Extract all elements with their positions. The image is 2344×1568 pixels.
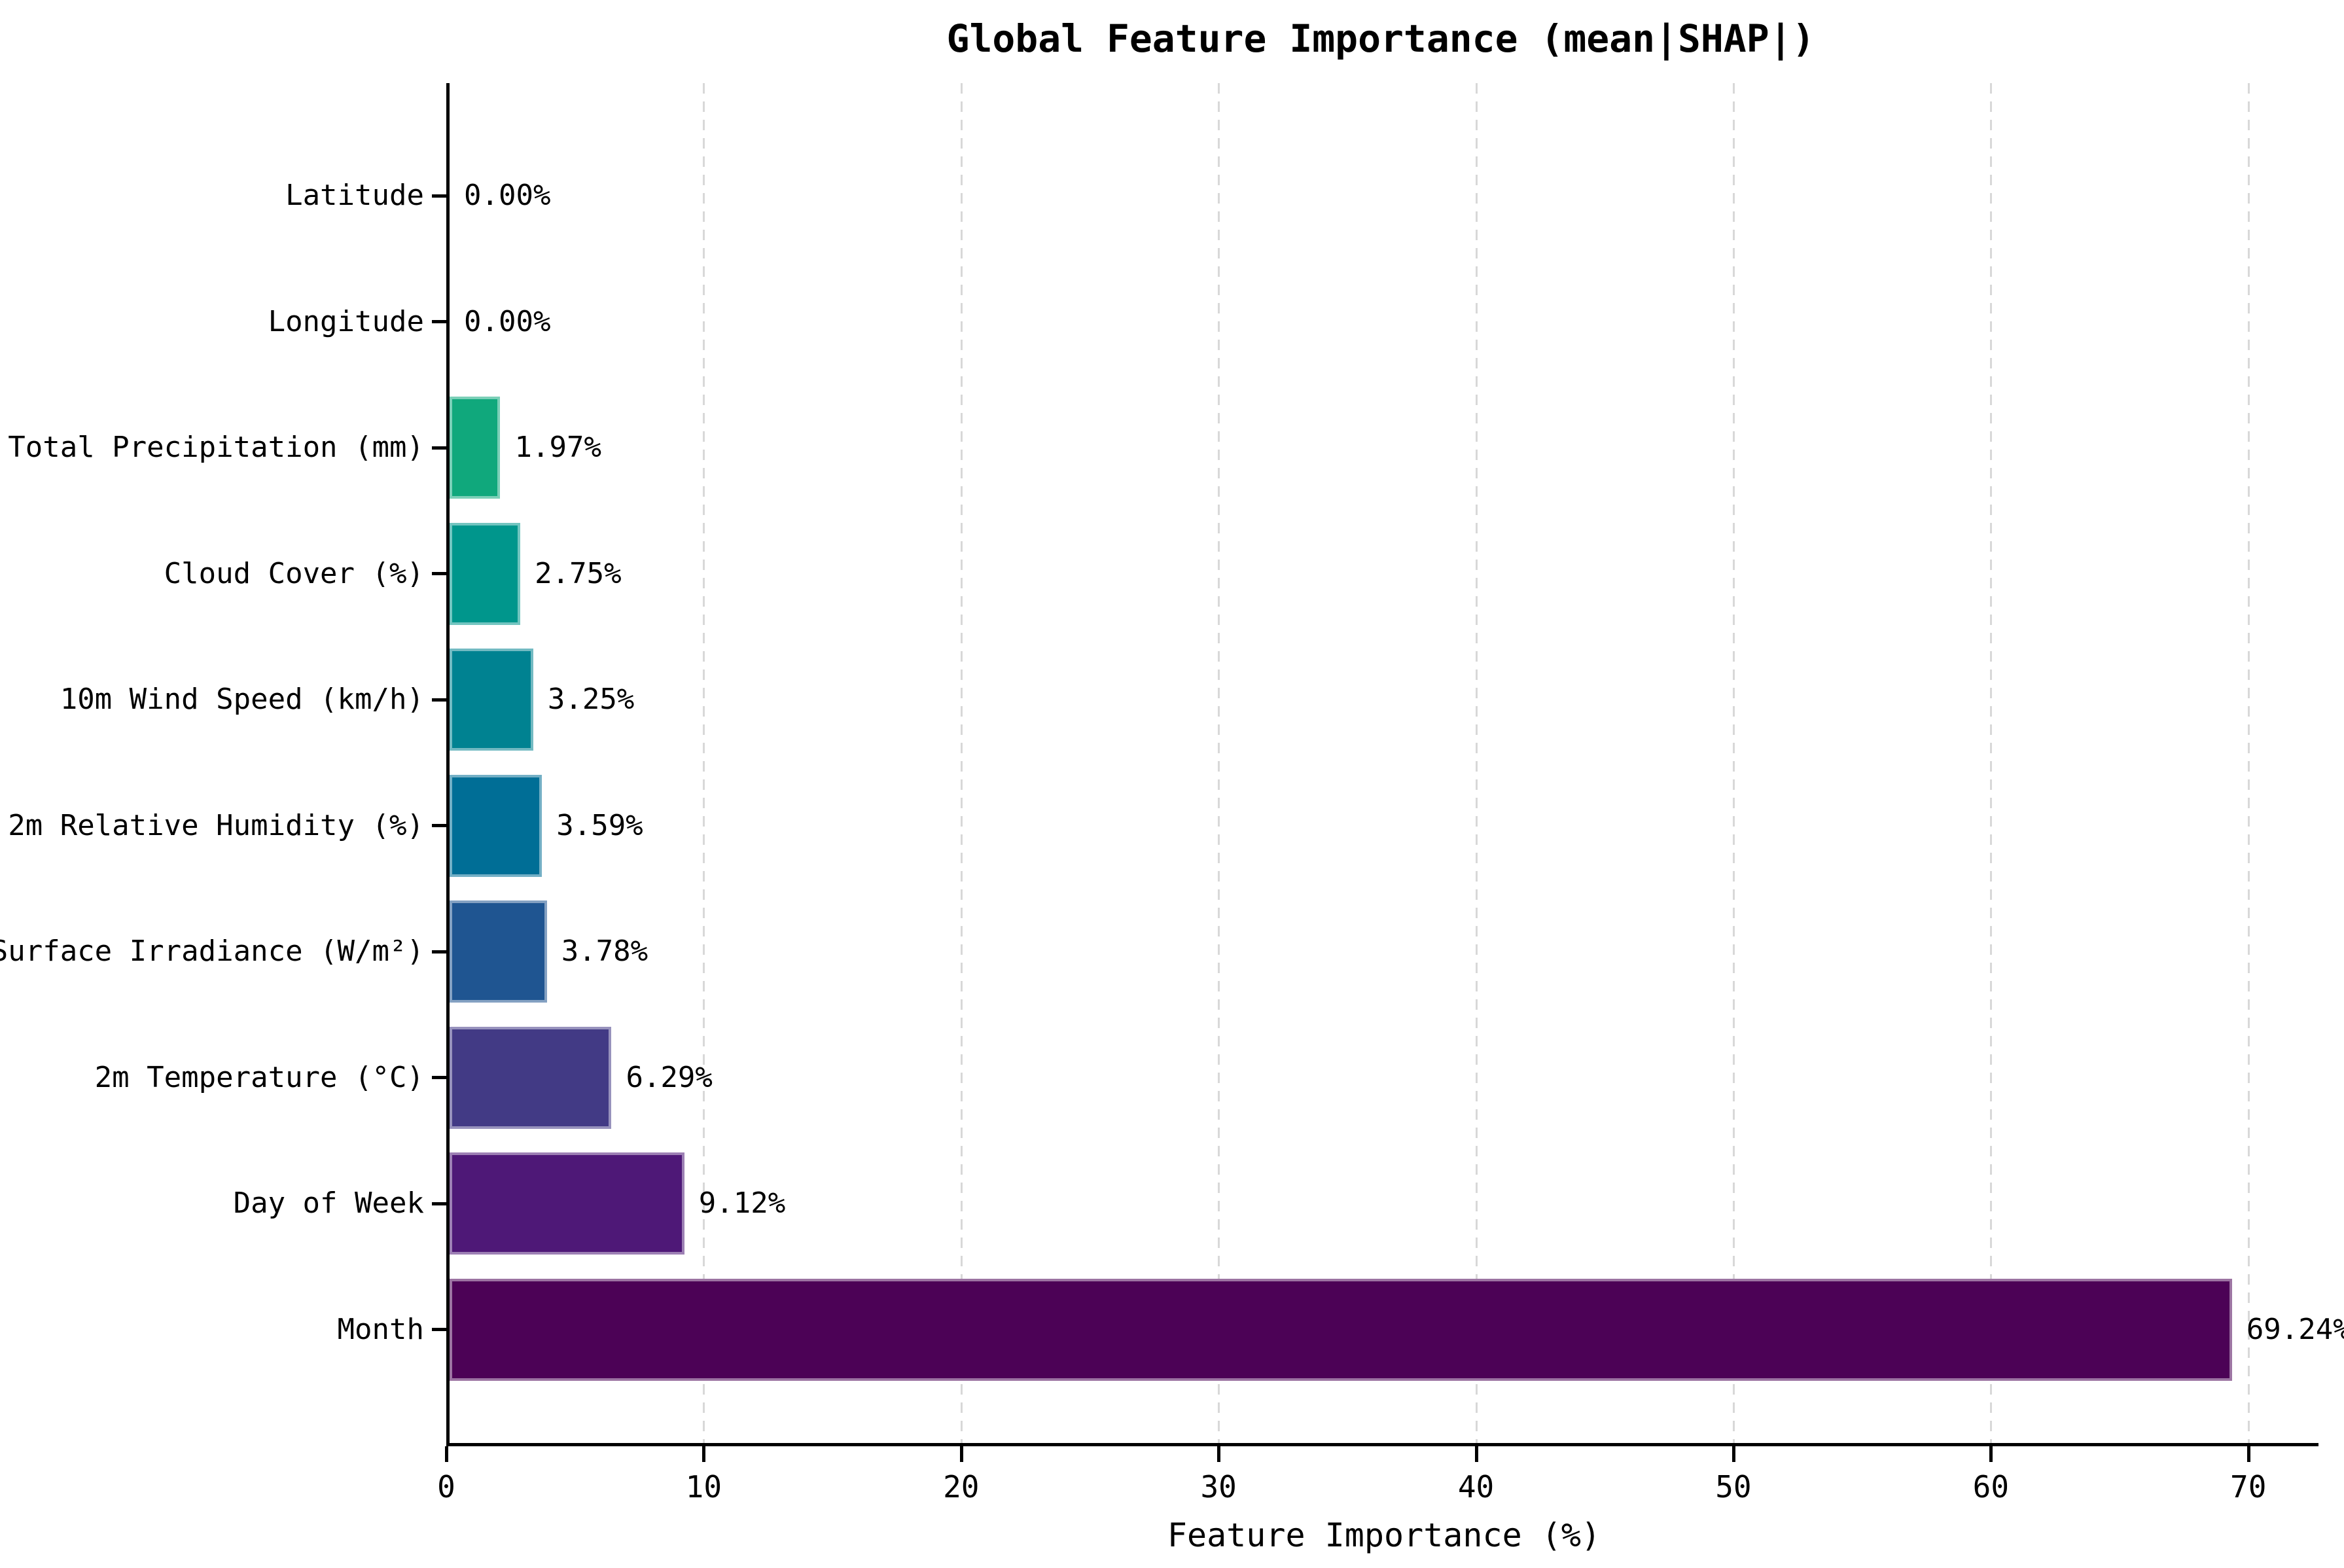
x-tick-mark: [1217, 1446, 1221, 1462]
bar-value-label: 9.12%: [698, 1186, 786, 1220]
y-tick-label: 10m Wind Speed (km/h): [60, 683, 424, 716]
y-tick-label: 2m Relative Humidity (%): [8, 808, 424, 842]
y-tick-label: Day of Week: [233, 1186, 424, 1220]
y-tick-mark: [432, 1076, 446, 1079]
y-tick-label: Month: [337, 1312, 424, 1346]
bar-value-label: 0.00%: [464, 304, 551, 338]
x-tick-label: 70: [2230, 1469, 2267, 1505]
gridline-x-50: [1732, 83, 1735, 1443]
gridline-x-10: [703, 83, 705, 1443]
y-tick-mark: [432, 572, 446, 575]
y-tick-mark: [432, 950, 446, 953]
bar: [450, 1026, 612, 1129]
x-tick-mark: [445, 1446, 448, 1462]
y-tick-label: Surface Irradiance (W/m²): [0, 935, 424, 968]
bar: [450, 774, 542, 877]
bar: [450, 1278, 2232, 1381]
x-tick-mark: [1474, 1446, 1478, 1462]
x-tick-label: 30: [1200, 1469, 1237, 1505]
bar-value-label: 2.75%: [535, 556, 622, 590]
x-tick-mark: [2246, 1446, 2250, 1462]
bar: [450, 649, 533, 751]
x-tick-mark: [1989, 1446, 1993, 1462]
x-axis-title: Feature Importance (%): [1167, 1516, 1601, 1554]
gridline-x-20: [960, 83, 963, 1443]
x-tick-label: 20: [943, 1469, 980, 1505]
bar-value-label: 6.29%: [626, 1060, 713, 1094]
y-tick-mark: [432, 824, 446, 827]
bar-value-label: 3.59%: [556, 808, 643, 842]
x-tick-mark: [702, 1446, 706, 1462]
bar-value-label: 0.00%: [464, 179, 551, 212]
gridline-x-60: [1990, 83, 1993, 1443]
x-tick-mark: [1731, 1446, 1735, 1462]
x-tick-label: 0: [437, 1469, 455, 1505]
x-tick-mark: [959, 1446, 963, 1462]
gridline-x-30: [1218, 83, 1220, 1443]
y-tick-label: 2m Temperature (°C): [94, 1060, 424, 1094]
y-tick-mark: [432, 1328, 446, 1331]
x-tick-label: 40: [1457, 1469, 1495, 1505]
gridline-x-40: [1475, 83, 1478, 1443]
bar: [450, 1152, 684, 1255]
bar: [450, 522, 521, 625]
x-tick-label: 10: [685, 1469, 722, 1505]
x-tick-label: 60: [1972, 1469, 2010, 1505]
y-tick-mark: [432, 1202, 446, 1205]
y-tick-mark: [432, 446, 446, 450]
y-tick-label: Longitude: [268, 304, 424, 338]
gridline-x-70: [2247, 83, 2250, 1443]
y-tick-mark: [432, 194, 446, 198]
bar-value-label: 1.97%: [514, 431, 601, 464]
bar-value-label: 3.78%: [561, 935, 648, 968]
bar: [450, 900, 547, 1003]
bar: [450, 397, 501, 499]
y-tick-label: Latitude: [285, 179, 424, 212]
chart-title: Global Feature Importance (mean|SHAP|): [946, 16, 1815, 61]
bar-value-label: 69.24%: [2246, 1312, 2344, 1346]
y-tick-label: Cloud Cover (%): [164, 556, 424, 590]
plot-area: Feature Importance (%) Latitude 0.00% Long…: [0, 83, 2344, 1553]
y-tick-mark: [432, 698, 446, 702]
y-tick-mark: [432, 320, 446, 323]
x-tick-label: 50: [1715, 1469, 1752, 1505]
bar-value-label: 3.25%: [547, 683, 635, 716]
y-tick-label: Total Precipitation (mm): [8, 431, 424, 464]
